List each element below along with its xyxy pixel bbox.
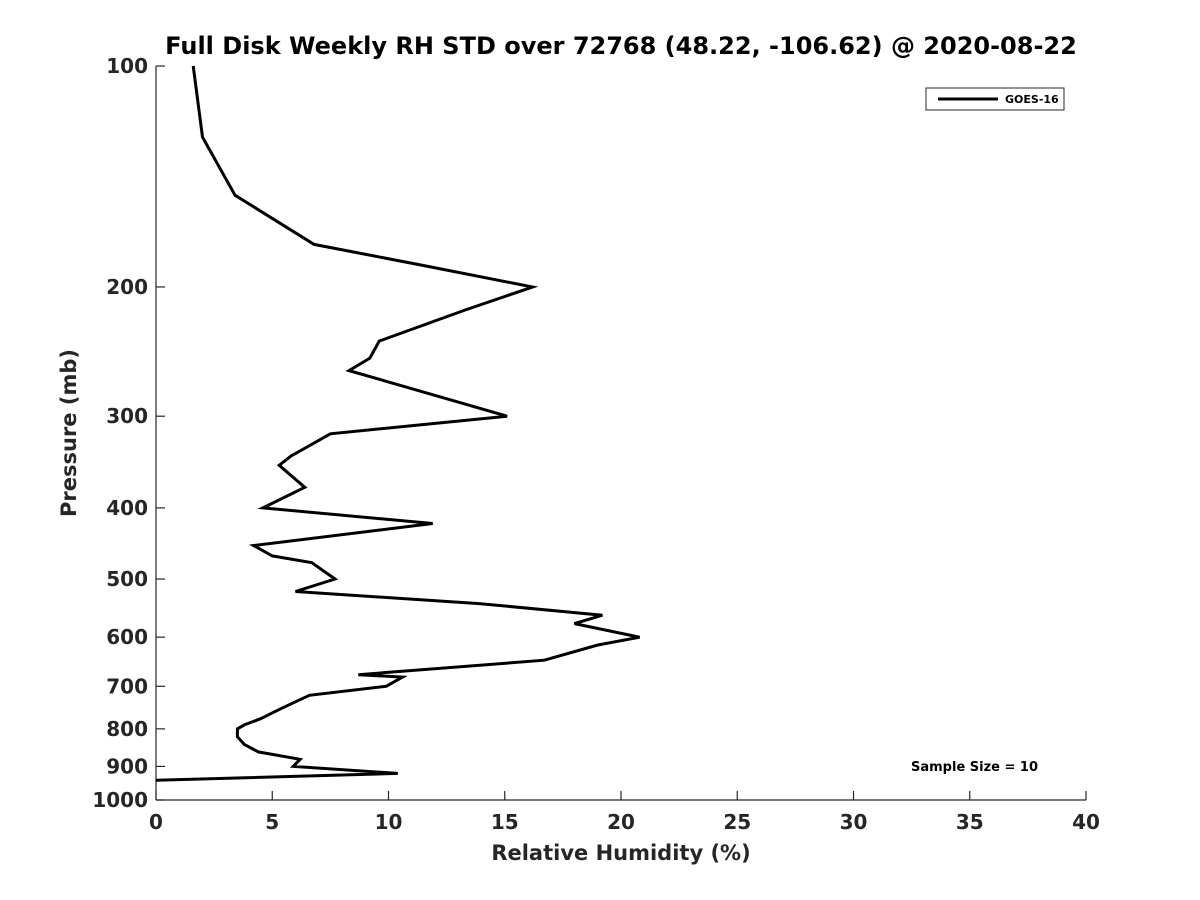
y-tick-label: 900 [106,754,148,778]
legend-entry-goes-16: GOES-16 [1005,93,1059,106]
x-tick-label: 15 [491,810,519,834]
x-tick-label: 30 [840,810,868,834]
series-line-goes-16 [155,65,640,782]
y-ticks: 100 200 300 400 500 600 700 800 900 1000 [92,54,165,812]
x-tick-label: 35 [956,810,984,834]
x-tick-label: 25 [723,810,751,834]
x-tick-label: 20 [607,810,635,834]
x-ticks: 0 5 10 15 20 25 30 35 40 [149,791,1100,834]
y-tick-label: 300 [106,404,148,428]
x-tick-label: 5 [265,810,279,834]
y-tick-label: 600 [106,625,148,649]
series-layer [155,65,640,782]
y-tick-label: 500 [106,567,148,591]
chart-title: Full Disk Weekly RH STD over 72768 (48.2… [165,32,1077,60]
y-tick-label: 800 [106,717,148,741]
y-axis-label: Pressure (mb) [57,349,81,517]
x-tick-label: 0 [149,810,163,834]
plot-frame [156,66,1086,800]
plot-area: 0 5 10 15 20 25 30 35 40 100 200 300 400 500 600 700 80… [92,54,1100,834]
x-tick-label: 40 [1072,810,1100,834]
sample-size-annotation: Sample Size = 10 [911,760,1038,775]
y-tick-label: 200 [106,275,148,299]
x-axis-label: Relative Humidity (%) [491,841,750,865]
y-tick-label: 1000 [92,788,148,812]
legend: GOES-16 [925,87,1065,111]
x-tick-label: 10 [375,810,403,834]
y-tick-label: 100 [106,54,148,78]
y-tick-label: 700 [106,674,148,698]
y-tick-label: 400 [106,496,148,520]
